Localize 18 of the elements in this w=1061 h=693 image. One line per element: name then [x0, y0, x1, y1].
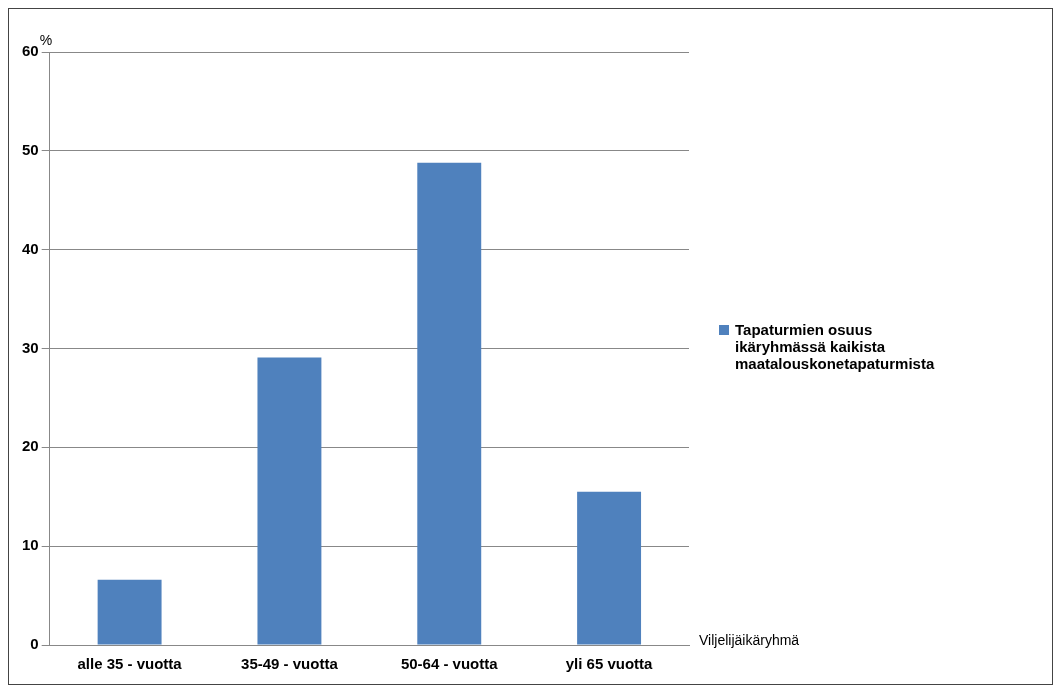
y-tick-label: 0 [30, 634, 39, 652]
legend-label: Tapaturmien osuus ikäryhmässä kaikista maatalouskonetapaturmista [735, 321, 935, 372]
y-tick-label: 10 [22, 535, 39, 553]
y-tick-label: 40 [22, 239, 39, 257]
bar [97, 579, 162, 644]
y-tick-label: 60 [22, 41, 39, 59]
bar [257, 356, 322, 644]
y-axis-title: % [39, 31, 53, 48]
y-tick-label: 50 [22, 140, 39, 158]
y-tick-label: 30 [22, 338, 39, 356]
x-tick-label: 35-49 - vuotta [241, 654, 339, 672]
y-tick-label: 20 [22, 436, 39, 454]
x-tick-label: alle 35 - vuotta [77, 654, 183, 672]
x-axis-title: Viljelijäikäryhmä [699, 631, 800, 648]
x-tick-label: 50-64 - vuotta [400, 654, 499, 672]
bar [577, 491, 642, 644]
x-tick-label: yli 65 vuotta [565, 654, 654, 672]
bar [417, 162, 482, 644]
